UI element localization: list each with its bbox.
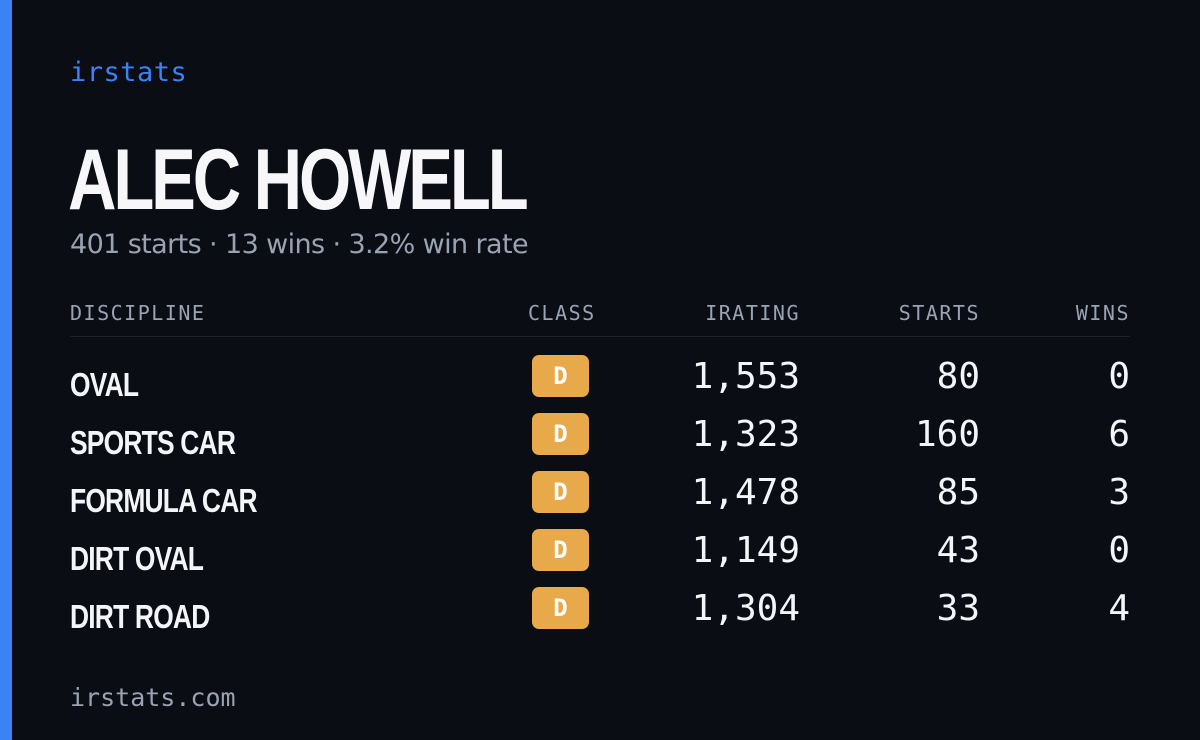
table-row: DIRT ROAD D 1,304 33 4 <box>70 585 1130 643</box>
stats-table: DISCIPLINE CLASS IRATING STARTS WINS OVA… <box>70 296 1130 643</box>
starts-value: 80 <box>936 356 980 397</box>
starts-value: 85 <box>936 472 980 513</box>
class-badge: D <box>532 355 589 397</box>
wins-value: 3 <box>1108 472 1130 513</box>
brand-logo[interactable]: irstats <box>70 57 188 88</box>
irating-value: 1,304 <box>691 588 800 629</box>
wins-value: 0 <box>1108 356 1130 397</box>
irating-value: 1,323 <box>691 414 800 455</box>
irating-value: 1,553 <box>691 356 800 397</box>
class-badge: D <box>532 587 589 629</box>
table-body: OVAL D 1,553 80 0 SPORTS CAR D 1,323 160… <box>70 353 1130 643</box>
class-badge: D <box>532 529 589 571</box>
header-class: CLASS <box>528 301 596 325</box>
discipline-name: FORMULA CAR <box>70 482 258 519</box>
starts-value: 43 <box>936 530 980 571</box>
starts-value: 160 <box>914 414 980 455</box>
driver-name: ALEC HOWELL <box>68 132 529 228</box>
wins-value: 6 <box>1108 414 1130 455</box>
table-row: FORMULA CAR D 1,478 85 3 <box>70 469 1130 527</box>
table-row: OVAL D 1,553 80 0 <box>70 353 1130 411</box>
starts-value: 33 <box>936 588 980 629</box>
driver-summary: 401 starts · 13 wins · 3.2% win rate <box>70 229 529 260</box>
table-row: DIRT OVAL D 1,149 43 0 <box>70 527 1130 585</box>
header-starts: STARTS <box>898 301 980 325</box>
accent-bar <box>0 0 12 740</box>
wins-value: 4 <box>1108 588 1130 629</box>
irating-value: 1,478 <box>691 472 800 513</box>
table-row: SPORTS CAR D 1,323 160 6 <box>70 411 1130 469</box>
header-wins: WINS <box>1075 301 1130 325</box>
header-discipline: DISCIPLINE <box>70 301 206 325</box>
discipline-name: OVAL <box>70 366 139 403</box>
discipline-name: DIRT ROAD <box>70 598 210 635</box>
header-irating: IRATING <box>705 301 800 325</box>
irating-value: 1,149 <box>691 530 800 571</box>
discipline-name: DIRT OVAL <box>70 540 204 577</box>
class-badge: D <box>532 413 589 455</box>
wins-value: 0 <box>1108 530 1130 571</box>
footer-url[interactable]: irstats.com <box>70 683 236 712</box>
table-header: DISCIPLINE CLASS IRATING STARTS WINS <box>70 296 1130 337</box>
class-badge: D <box>532 471 589 513</box>
discipline-name: SPORTS CAR <box>70 424 236 461</box>
